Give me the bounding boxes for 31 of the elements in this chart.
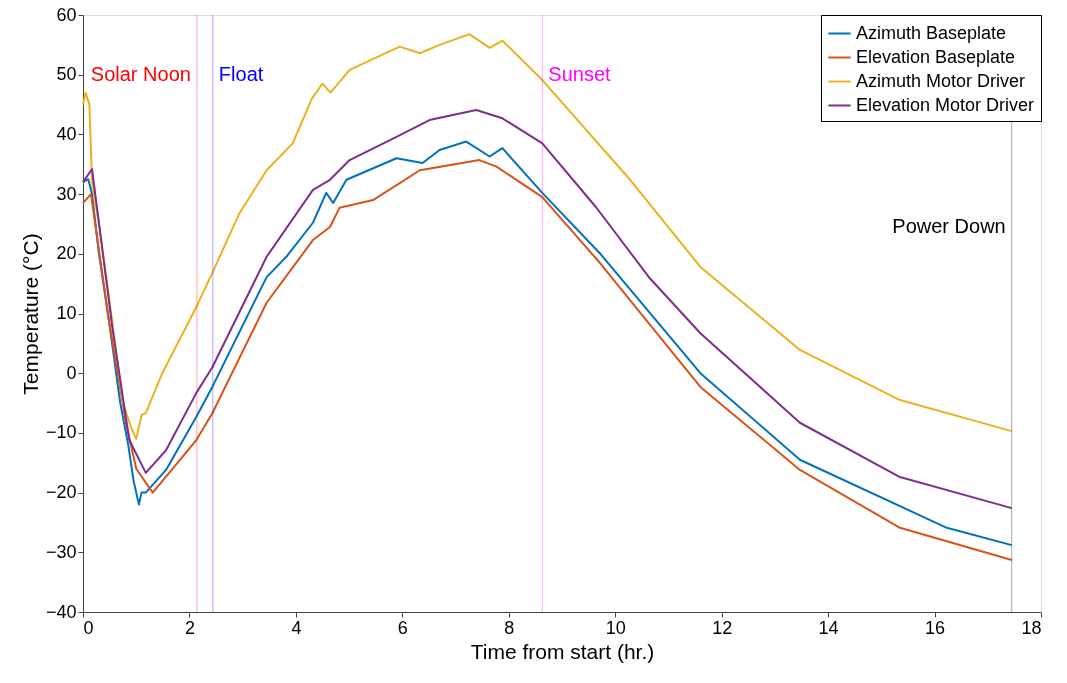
y-tick-label: 50: [56, 64, 77, 85]
x-tick-label: 6: [397, 617, 408, 638]
y-tick-label: 10: [56, 303, 77, 323]
y-tick-label: −20: [45, 482, 77, 503]
x-tick-label: 4: [291, 617, 302, 638]
x-tick-label: 16: [925, 617, 946, 638]
y-tick-label: 60: [56, 4, 77, 25]
y-tick-label: −40: [45, 601, 77, 622]
ref-line-label: Solar Noon: [90, 62, 191, 85]
y-axis-title: Temperature (°C): [18, 233, 42, 395]
x-tick-label: 2: [184, 617, 195, 638]
ref-line-label: Sunset: [548, 62, 612, 85]
legend-label: Azimuth Baseplate: [856, 22, 1007, 43]
x-axis-title: Time from start (hr.): [470, 639, 655, 663]
y-tick-label: −30: [45, 541, 77, 562]
x-tick-label: 10: [605, 617, 626, 638]
x-tick-label: 0: [83, 617, 94, 638]
x-tick-label: 8: [504, 617, 515, 638]
ref-line-label: Float: [218, 62, 264, 85]
legend-label: Elevation Motor Driver: [856, 94, 1035, 115]
x-tick-label: 18: [1021, 617, 1042, 638]
y-tick-label: 40: [56, 123, 77, 144]
y-tick-label: 20: [56, 243, 77, 264]
y-tick-label: −10: [45, 422, 77, 443]
y-tick-label: 30: [56, 183, 77, 204]
y-tick-label: 0: [66, 362, 77, 383]
ref-line-label: Power Down: [892, 214, 1006, 237]
legend-label: Elevation Baseplate: [856, 46, 1016, 67]
x-tick-label: 12: [712, 617, 733, 638]
legend-label: Azimuth Motor Driver: [856, 70, 1026, 91]
x-tick-label: 14: [818, 617, 839, 638]
